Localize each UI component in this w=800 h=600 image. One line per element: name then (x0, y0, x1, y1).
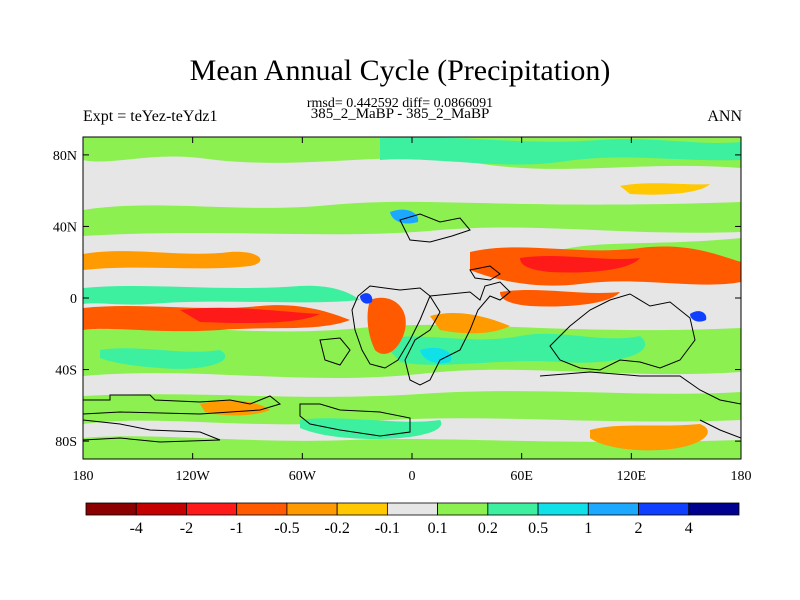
coastline-path (699, 419, 741, 439)
coastline-path (319, 337, 351, 366)
colorbar-label: 0.5 (528, 520, 548, 537)
lat-tick-label: 0 (70, 292, 77, 307)
colorbar-swatch (236, 502, 288, 516)
field-patch (367, 297, 406, 354)
latitude-axis: 80N 40N 0 40S 80S (53, 149, 741, 450)
coastline-path (404, 281, 511, 386)
colorbar-label: -0.5 (274, 520, 299, 537)
field-patch (690, 311, 707, 322)
coastline-path (299, 403, 411, 437)
lat-tick-label: 40S (55, 364, 77, 379)
lon-tick-label: 120W (176, 469, 211, 484)
field-patch (200, 400, 270, 416)
colorbar-swatch (638, 502, 690, 516)
coastline-path (83, 419, 221, 443)
colorbar-label: 4 (685, 520, 693, 537)
lon-tick-label: 180 (73, 469, 94, 484)
colorbar-label: 2 (635, 520, 643, 537)
colorbar-swatch (186, 502, 238, 516)
colorbar-label: -0.2 (324, 520, 349, 537)
coastline-path (549, 293, 696, 371)
coastline-path (399, 213, 471, 243)
coastlines (83, 213, 741, 443)
coastline-path (539, 371, 741, 405)
field-patch (360, 293, 373, 304)
case-names: 385_2_MaBP - 385_2_MaBP (310, 106, 490, 122)
colorbar-label: -4 (130, 520, 143, 537)
colorbar-label: -2 (180, 520, 193, 537)
coastline-path (83, 394, 282, 415)
field-patch (430, 313, 510, 334)
coastline-path (351, 285, 431, 369)
colorbar-swatch (286, 502, 338, 516)
field-patch (520, 256, 640, 273)
lat-tick-label: 80N (53, 149, 77, 164)
field-patch (83, 251, 261, 270)
longitude-axis: 180 120W 60W 0 60E 120E 180 (73, 137, 752, 484)
coastline-path (469, 265, 501, 281)
field-patch (300, 418, 442, 440)
colorbar-swatch (537, 502, 589, 516)
experiment-label: Expt = teYez-teYdz1 (83, 108, 218, 125)
field-patch (380, 333, 646, 365)
colorbar-swatch (688, 502, 740, 516)
lat-tick-label: 80S (55, 435, 77, 450)
colorbar-swatch (437, 502, 489, 516)
colorbar-swatch (587, 502, 639, 516)
lon-tick-label: 180 (731, 469, 752, 484)
lat-tick-label: 40N (53, 220, 77, 235)
colorbar-label: -1 (230, 520, 243, 537)
lon-tick-label: 0 (409, 469, 416, 484)
colorbar-swatch (386, 502, 439, 516)
rmsd-diff-stats: rmsd= 0.442592 diff= 0.0866091 (306, 96, 494, 111)
field-patch (380, 137, 741, 165)
map-field (83, 137, 741, 459)
colorbar-swatch (487, 502, 539, 516)
field-patch (420, 347, 452, 364)
field-patch (590, 424, 708, 451)
field-patch (180, 307, 320, 324)
colorbar: -4 -2 -1 -0.5 -0.2 -0.1 0.1 0.2 0.5 1 2 4 (85, 502, 740, 537)
colorbar-swatch (85, 502, 137, 516)
lon-tick-label: 120E (617, 469, 647, 484)
field-patch (500, 290, 620, 307)
colorbar-label: 0.1 (428, 520, 448, 537)
plot-title: Mean Annual Cycle (Precipitation) (189, 54, 611, 87)
colorbar-label: 1 (584, 520, 592, 537)
field-patch (390, 209, 419, 224)
field-patch (83, 391, 741, 425)
lon-tick-label: 60W (289, 469, 317, 484)
field-patch (83, 285, 360, 305)
field-patch (100, 348, 226, 369)
season-label: ANN (707, 108, 742, 125)
colorbar-label: 0.2 (478, 520, 498, 537)
colorbar-swatch (336, 502, 388, 516)
lon-tick-label: 60E (510, 469, 533, 484)
colorbar-swatch (135, 502, 187, 516)
field-patch (83, 436, 741, 459)
field-patch (620, 183, 710, 195)
colorbar-label: -0.1 (375, 520, 400, 537)
